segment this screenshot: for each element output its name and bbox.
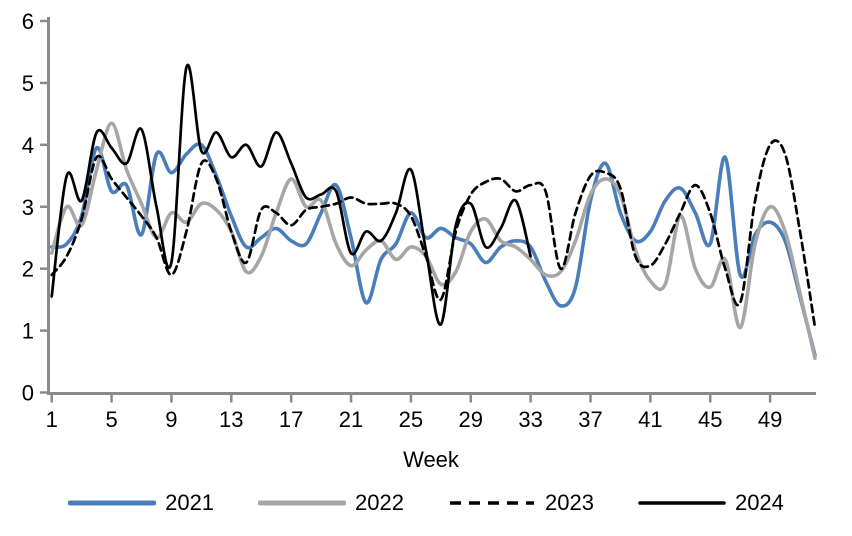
legend-swatch-2024 <box>638 501 726 505</box>
legend-item-2022: 2022 <box>258 490 404 516</box>
legend: 2021 2022 2023 2024 <box>0 490 852 516</box>
x-tick-label: 17 <box>279 407 303 432</box>
y-tick-label: 4 <box>22 133 34 158</box>
legend-item-2023: 2023 <box>448 490 594 516</box>
legend-item-2021: 2021 <box>68 490 214 516</box>
x-tick-label: 37 <box>578 407 602 432</box>
legend-label-2023: 2023 <box>545 490 594 515</box>
y-tick-label: 2 <box>22 257 34 282</box>
x-axis-title: Week <box>403 447 459 472</box>
legend-swatch-2023 <box>450 501 534 505</box>
series-line-2024 <box>50 63 532 326</box>
x-tick-label: 41 <box>638 407 662 432</box>
legend-swatch-2021 <box>68 500 157 506</box>
y-tick-label: 1 <box>22 319 34 344</box>
legend-label-2021: 2021 <box>165 490 215 515</box>
x-tick-label: 5 <box>105 407 117 432</box>
x-tick-label: 1 <box>46 407 58 432</box>
series-line-2022 <box>49 121 817 361</box>
legend-item-2024: 2024 <box>638 490 784 516</box>
legend-swatch-2022 <box>258 500 347 506</box>
x-tick-label: 45 <box>698 407 722 432</box>
y-tick-label: 3 <box>22 195 34 220</box>
y-tick-label: 5 <box>22 71 34 96</box>
legend-label-2024: 2024 <box>734 490 784 515</box>
x-tick-label: 13 <box>219 407 243 432</box>
x-tick-label: 33 <box>518 407 542 432</box>
series-line-2021 <box>49 142 817 358</box>
x-tick-label: 49 <box>758 407 782 432</box>
y-tick-label: 0 <box>22 381 34 406</box>
x-tick-label: 21 <box>339 407 363 432</box>
x-tick-label: 25 <box>399 407 423 432</box>
legend-label-2022: 2022 <box>355 490 404 515</box>
x-tick-label: 9 <box>165 407 177 432</box>
series-line-2023 <box>50 139 817 329</box>
y-tick-label: 6 <box>22 9 34 34</box>
x-tick-label: 29 <box>459 407 483 432</box>
